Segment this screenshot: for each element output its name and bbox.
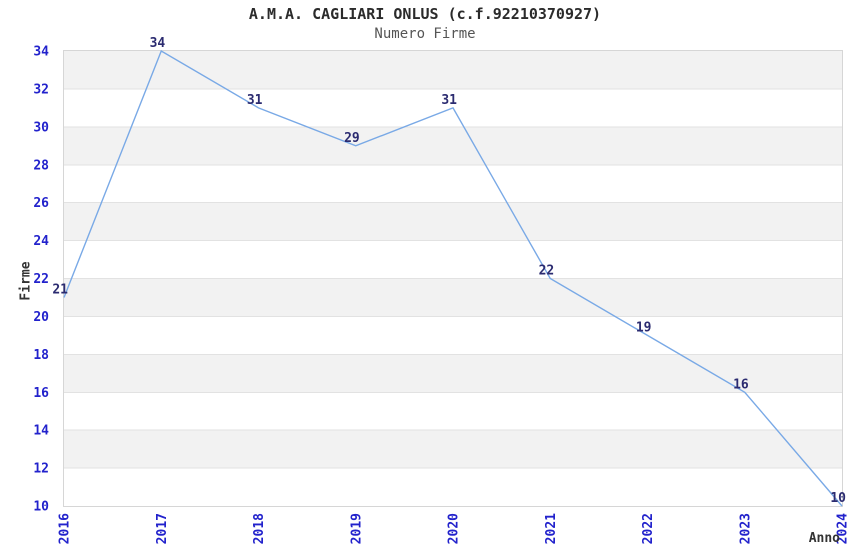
line-chart-svg: 2134312931221916101012141618202224262830… <box>33 36 850 544</box>
y-tick-label: 24 <box>33 234 49 249</box>
y-tick-label: 22 <box>33 272 49 287</box>
point-value-label: 31 <box>441 93 457 108</box>
background-band <box>64 126 842 165</box>
x-tick-label: 2016 <box>58 513 73 544</box>
background-band <box>64 51 842 89</box>
y-tick-label: 26 <box>33 196 49 211</box>
y-tick-label: 20 <box>33 310 49 325</box>
x-tick-label: 2017 <box>155 513 170 544</box>
x-tick-label: 2020 <box>447 513 462 544</box>
x-tick-label: 2019 <box>349 513 364 544</box>
x-tick-label: 2024 <box>836 513 850 544</box>
background-band <box>64 392 842 431</box>
background-band <box>64 430 842 469</box>
background-band <box>64 316 842 355</box>
point-value-label: 29 <box>344 131 360 146</box>
point-value-label: 34 <box>150 36 166 51</box>
background-band <box>64 202 842 241</box>
y-tick-label: 14 <box>33 424 49 439</box>
y-tick-label: 18 <box>33 348 49 363</box>
plot-area: 21 34 31 29 31 22 19 16 10 10 12 14 16 18 20 22 24 26 28 30… <box>33 36 850 544</box>
x-tick-label: 2021 <box>544 513 559 544</box>
point-value-label: 10 <box>830 491 846 506</box>
background-band <box>64 468 842 506</box>
y-tick-label: 16 <box>33 386 49 401</box>
chart-title: A.M.A. CAGLIARI ONLUS (c.f.92210370927) <box>248 5 602 23</box>
y-tick-label: 12 <box>33 462 49 477</box>
point-value-label: 31 <box>247 93 263 108</box>
y-tick-label: 10 <box>33 500 49 515</box>
background-band <box>64 354 842 393</box>
point-value-label: 19 <box>636 320 652 335</box>
background-band <box>64 278 842 317</box>
point-value-label: 22 <box>539 264 555 279</box>
point-value-label: 16 <box>733 377 749 392</box>
background-band <box>64 164 842 203</box>
y-axis-label-text: Firme <box>18 261 34 301</box>
y-tick-label: 28 <box>33 158 49 173</box>
y-tick-label: 32 <box>33 82 49 97</box>
background-band <box>64 240 842 279</box>
data-line <box>63 49 843 507</box>
y-tick-label: 30 <box>33 120 49 135</box>
point-value-label: 21 <box>52 282 68 297</box>
x-tick-label: 2023 <box>738 513 753 544</box>
x-axis-label: Anno <box>808 531 840 546</box>
y-tick-label: 34 <box>33 45 49 60</box>
chart-subtitle: Numero Firme <box>374 26 476 42</box>
x-tick-label: 2022 <box>641 513 656 544</box>
x-tick-label: 2018 <box>252 513 267 544</box>
